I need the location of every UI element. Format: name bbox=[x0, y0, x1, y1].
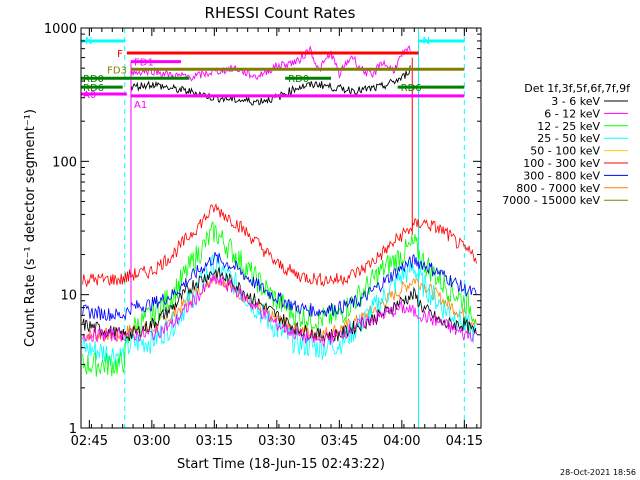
legend-entry-6: 300 - 800 keV bbox=[523, 169, 628, 182]
legend-label-2: 12 - 25 keV bbox=[537, 120, 600, 133]
series-line-12-25keV bbox=[82, 221, 477, 377]
decimation-band-3: RD0 bbox=[81, 74, 190, 85]
legend-label-6: 300 - 800 keV bbox=[523, 169, 600, 182]
y-axis: 1 10 100 1000 bbox=[44, 22, 481, 437]
decimation-band-8: A1 bbox=[131, 94, 465, 111]
x-tick-label-0: 02:45 bbox=[71, 434, 108, 449]
x-tick-label-1: 03:00 bbox=[133, 434, 170, 449]
x-tick-label-3: 03:30 bbox=[258, 434, 295, 449]
legend-label-8: 7000 - 15000 keV bbox=[502, 194, 600, 207]
decimation-label-0: F bbox=[117, 49, 123, 60]
decimation-band-6: RD6 bbox=[397, 83, 465, 94]
legend-entry-2: 12 - 25 keV bbox=[537, 120, 628, 133]
legend-entry-5: 100 - 300 keV bbox=[523, 157, 628, 170]
decimation-band-7: A0 bbox=[81, 90, 127, 101]
legend-label-7: 800 - 7000 keV bbox=[516, 182, 600, 195]
legend-entry-7: 800 - 7000 keV bbox=[516, 182, 628, 195]
legend-label-5: 100 - 300 keV bbox=[523, 157, 600, 170]
chart-title: RHESSI Count Rates bbox=[205, 4, 356, 22]
decimation-label-7: A0 bbox=[83, 90, 96, 101]
series-line-100-300keV bbox=[82, 203, 477, 288]
legend-entry-8: 7000 - 15000 keV bbox=[502, 194, 628, 207]
attenuator-label-0: N bbox=[85, 36, 92, 47]
series-line-300-800keV bbox=[82, 251, 477, 322]
decimation-label-1: FD1 bbox=[134, 58, 154, 69]
attenuator-label-1: N bbox=[423, 36, 430, 47]
legend-label-4: 50 - 100 keV bbox=[530, 145, 600, 158]
legend-label-0: 3 - 6 keV bbox=[551, 95, 600, 108]
decimation-label-8: A1 bbox=[134, 100, 147, 111]
x-axis-label: Start Time (18-Jun-15 02:43:22) bbox=[177, 457, 385, 472]
legend-label-3: 25 - 50 keV bbox=[537, 132, 600, 145]
legend-entry-4: 50 - 100 keV bbox=[530, 145, 628, 158]
decimation-label-6: RD6 bbox=[401, 83, 422, 94]
decimation-label-3: RD0 bbox=[83, 74, 104, 85]
decimation-band-1: FD1 bbox=[131, 58, 181, 69]
x-axis: 02:45 03:00 03:15 03:30 03:45 04:00 04:15 bbox=[71, 28, 483, 449]
legend-title: Det 1f,3f,5f,6f,7f,9f bbox=[524, 82, 631, 95]
y-tick-label-1: 10 bbox=[60, 289, 77, 304]
series-line-3-6keV bbox=[82, 267, 477, 342]
y-tick-label-2: 100 bbox=[52, 155, 77, 170]
series-line-6-12keV bbox=[82, 274, 477, 348]
legend-label-1: 6 - 12 keV bbox=[544, 107, 600, 120]
decimation-band-4: RD0 bbox=[285, 74, 331, 85]
y-tick-label-0: 1 bbox=[69, 422, 77, 437]
high-band-magenta-upper bbox=[130, 45, 411, 82]
decimation-band-5: RD6 bbox=[81, 83, 123, 94]
decimation-label-4: RD0 bbox=[288, 74, 309, 85]
legend-entry-1: 6 - 12 keV bbox=[544, 107, 628, 120]
high-band-black-upper bbox=[130, 65, 411, 106]
decimation-band-2: FD3 bbox=[107, 65, 465, 76]
x-tick-label-2: 03:15 bbox=[196, 434, 233, 449]
x-tick-label-5: 04:00 bbox=[383, 434, 420, 449]
decimation-label-5: RD6 bbox=[83, 83, 104, 94]
legend-entry-0: 3 - 6 keV bbox=[551, 95, 628, 108]
decimation-label-2: FD3 bbox=[107, 65, 127, 76]
plot-frame bbox=[80, 27, 482, 429]
x-tick-label-6: 04:15 bbox=[446, 434, 483, 449]
x-tick-label-4: 03:45 bbox=[321, 434, 358, 449]
y-tick-label-3: 1000 bbox=[44, 22, 77, 37]
legend-entry-3: 25 - 50 keV bbox=[537, 132, 628, 145]
y-axis-label: Count Rate (s⁻¹ detector segment⁻¹) bbox=[23, 109, 38, 347]
decimation-band-0: F bbox=[117, 49, 419, 60]
timestamp: 28-Oct-2021 18:56 bbox=[560, 468, 636, 477]
